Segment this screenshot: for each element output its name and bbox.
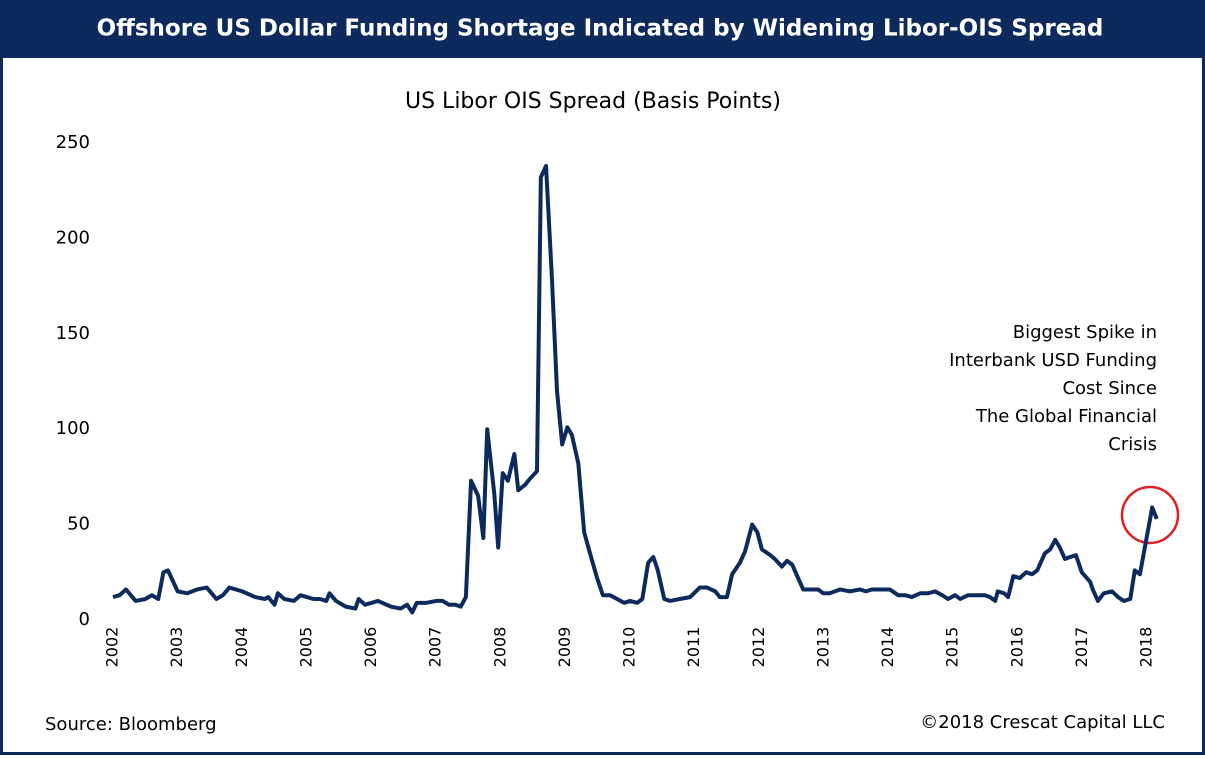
x-tick-label: 2004 [232,627,251,668]
y-tick-label: 0 [79,609,90,630]
x-tick-label: 2005 [296,627,315,668]
y-tick-label: 200 [56,227,90,248]
x-tick-label: 2008 [490,627,509,668]
x-tick-label: 2017 [1072,627,1091,668]
chart-title: US Libor OIS Spread (Basis Points) [405,89,781,114]
x-tick-label: 2003 [167,627,186,668]
x-tick-label: 2009 [555,627,574,668]
x-tick-label: 2002 [103,627,122,668]
y-tick-label: 250 [56,132,90,153]
x-tick-label: 2018 [1137,627,1156,668]
y-tick-label: 100 [56,418,90,439]
annotation: The Global Financial [975,406,1157,427]
annotation: Cost Since [1062,378,1157,399]
x-tick-label: 2006 [361,627,380,668]
x-tick-label: 2013 [813,627,832,668]
header-bar [0,0,1205,58]
data-line [112,163,1159,615]
copyright: ©2018 Crescat Capital LLC [920,712,1165,733]
y-tick-label: 50 [67,514,90,535]
x-tick-label: 2014 [878,627,897,668]
x-tick-label: 2011 [684,627,703,668]
x-tick-label: 2016 [1007,627,1026,668]
x-tick-label: 2007 [426,627,445,668]
x-tick-label: 2012 [749,627,768,668]
annotation: Crisis [1108,434,1157,455]
y-tick-label: 150 [56,323,90,344]
x-tick-label: 2010 [620,627,639,668]
x-tick-label: 2015 [943,627,962,668]
annotation: Interbank USD Funding [949,350,1157,371]
source: Source: Bloomberg [45,714,217,735]
header-title: Offshore US Dollar Funding Shortage Indi… [97,16,1104,42]
annotation: Biggest Spike in [1013,322,1157,343]
highlight-circle [1120,485,1180,545]
